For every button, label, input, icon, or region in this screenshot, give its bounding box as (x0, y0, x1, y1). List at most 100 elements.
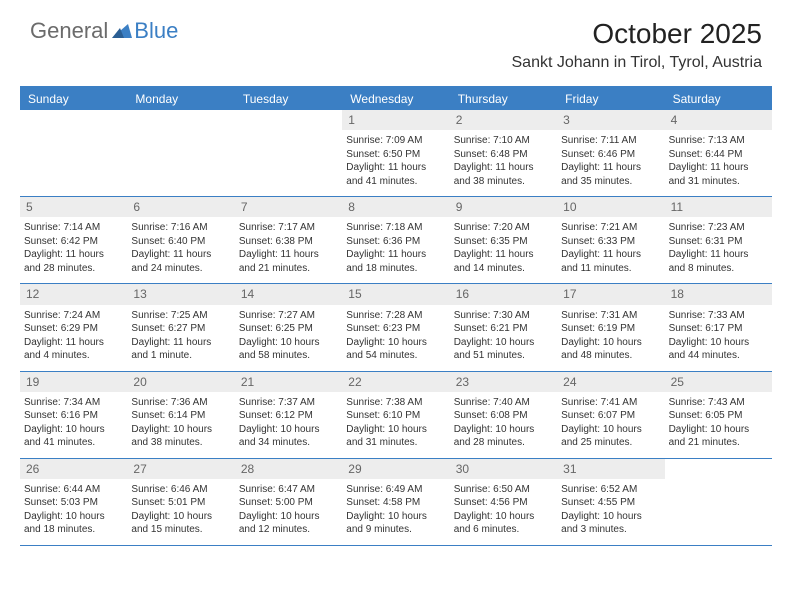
day-number: 24 (557, 372, 664, 392)
sunrise-text: Sunrise: 7:24 AM (24, 309, 123, 323)
logo: General Blue (30, 18, 178, 44)
day-cell: 11Sunrise: 7:23 AMSunset: 6:31 PMDayligh… (665, 197, 772, 283)
daylight-text: Daylight: 10 hours (454, 423, 553, 437)
day-number: 19 (20, 372, 127, 392)
day-cell: 1Sunrise: 7:09 AMSunset: 6:50 PMDaylight… (342, 110, 449, 196)
sunset-text: Sunset: 6:05 PM (669, 409, 768, 423)
day-cell: 21Sunrise: 7:37 AMSunset: 6:12 PMDayligh… (235, 372, 342, 458)
daylight-text: Daylight: 11 hours (131, 336, 230, 350)
daylight-text: Daylight: 10 hours (131, 510, 230, 524)
sunrise-text: Sunrise: 7:21 AM (561, 221, 660, 235)
day-number: 10 (557, 197, 664, 217)
sunset-text: Sunset: 6:42 PM (24, 235, 123, 249)
sunset-text: Sunset: 4:58 PM (346, 496, 445, 510)
sunrise-text: Sunrise: 7:10 AM (454, 134, 553, 148)
day-number: 25 (665, 372, 772, 392)
dow-cell: Friday (557, 88, 664, 110)
day-cell: 19Sunrise: 7:34 AMSunset: 6:16 PMDayligh… (20, 372, 127, 458)
day-number: 17 (557, 284, 664, 304)
daylight-text: Daylight: 10 hours (346, 423, 445, 437)
daylight-text: Daylight: 11 hours (346, 248, 445, 262)
daylight-text: Daylight: 11 hours (24, 248, 123, 262)
sunset-text: Sunset: 6:38 PM (239, 235, 338, 249)
day-number: 22 (342, 372, 449, 392)
day-cell: 28Sunrise: 6:47 AMSunset: 5:00 PMDayligh… (235, 459, 342, 545)
calendar: SundayMondayTuesdayWednesdayThursdayFrid… (20, 86, 772, 546)
sunset-text: Sunset: 5:01 PM (131, 496, 230, 510)
sunrise-text: Sunrise: 6:49 AM (346, 483, 445, 497)
daylight-text: Daylight: 10 hours (346, 510, 445, 524)
sunset-text: Sunset: 5:03 PM (24, 496, 123, 510)
day-cell: 29Sunrise: 6:49 AMSunset: 4:58 PMDayligh… (342, 459, 449, 545)
day-number: 27 (127, 459, 234, 479)
day-number: 14 (235, 284, 342, 304)
logo-text-general: General (30, 18, 108, 44)
daylight-text: Daylight: 11 hours (454, 248, 553, 262)
daylight-text: and 48 minutes. (561, 349, 660, 363)
sunrise-text: Sunrise: 7:27 AM (239, 309, 338, 323)
daylight-text: Daylight: 11 hours (346, 161, 445, 175)
sunset-text: Sunset: 6:21 PM (454, 322, 553, 336)
sunset-text: Sunset: 4:55 PM (561, 496, 660, 510)
daylight-text: and 38 minutes. (454, 175, 553, 189)
sunset-text: Sunset: 6:10 PM (346, 409, 445, 423)
sunset-text: Sunset: 6:40 PM (131, 235, 230, 249)
day-number: 12 (20, 284, 127, 304)
sunset-text: Sunset: 5:00 PM (239, 496, 338, 510)
title-block: October 2025 Sankt Johann in Tirol, Tyro… (512, 18, 763, 72)
sunrise-text: Sunrise: 6:52 AM (561, 483, 660, 497)
sunrise-text: Sunrise: 7:25 AM (131, 309, 230, 323)
week-row: 1Sunrise: 7:09 AMSunset: 6:50 PMDaylight… (20, 110, 772, 197)
daylight-text: and 12 minutes. (239, 523, 338, 537)
daylight-text: and 44 minutes. (669, 349, 768, 363)
sunset-text: Sunset: 6:25 PM (239, 322, 338, 336)
daylight-text: and 6 minutes. (454, 523, 553, 537)
sunrise-text: Sunrise: 7:09 AM (346, 134, 445, 148)
day-number: 31 (557, 459, 664, 479)
daylight-text: and 31 minutes. (669, 175, 768, 189)
dow-cell: Sunday (20, 88, 127, 110)
daylight-text: and 8 minutes. (669, 262, 768, 276)
sunrise-text: Sunrise: 7:20 AM (454, 221, 553, 235)
sunrise-text: Sunrise: 7:14 AM (24, 221, 123, 235)
daylight-text: Daylight: 11 hours (454, 161, 553, 175)
day-number: 5 (20, 197, 127, 217)
sunrise-text: Sunrise: 7:28 AM (346, 309, 445, 323)
day-number: 6 (127, 197, 234, 217)
sunset-text: Sunset: 4:56 PM (454, 496, 553, 510)
daylight-text: Daylight: 10 hours (561, 423, 660, 437)
daylight-text: and 51 minutes. (454, 349, 553, 363)
sunrise-text: Sunrise: 7:34 AM (24, 396, 123, 410)
day-number: 11 (665, 197, 772, 217)
day-cell: 16Sunrise: 7:30 AMSunset: 6:21 PMDayligh… (450, 284, 557, 370)
daylight-text: Daylight: 10 hours (454, 510, 553, 524)
day-number: 21 (235, 372, 342, 392)
day-cell: 13 Sunrise: 7:25 AMSunset: 6:27 PMDayligh… (127, 284, 234, 370)
daylight-text: Daylight: 10 hours (669, 336, 768, 350)
daylight-text: and 11 minutes. (561, 262, 660, 276)
day-cell: 26Sunrise: 6:44 AMSunset: 5:03 PMDayligh… (20, 459, 127, 545)
dow-cell: Saturday (665, 88, 772, 110)
empty-cell (127, 110, 234, 196)
daylight-text: and 9 minutes. (346, 523, 445, 537)
day-number: 4 (665, 110, 772, 130)
daylight-text: and 24 minutes. (131, 262, 230, 276)
day-cell: 24Sunrise: 7:41 AMSunset: 6:07 PMDayligh… (557, 372, 664, 458)
day-cell: 4Sunrise: 7:13 AMSunset: 6:44 PMDaylight… (665, 110, 772, 196)
day-number: 28 (235, 459, 342, 479)
sunset-text: Sunset: 6:07 PM (561, 409, 660, 423)
day-cell: 15Sunrise: 7:28 AMSunset: 6:23 PMDayligh… (342, 284, 449, 370)
day-number: 13 (127, 284, 234, 304)
daylight-text: and 18 minutes. (346, 262, 445, 276)
header: General Blue October 2025 Sankt Johann i… (0, 0, 792, 78)
day-number: 9 (450, 197, 557, 217)
sunset-text: Sunset: 6:31 PM (669, 235, 768, 249)
daylight-text: Daylight: 10 hours (561, 336, 660, 350)
daylight-text: Daylight: 10 hours (131, 423, 230, 437)
sunset-text: Sunset: 6:27 PM (131, 322, 230, 336)
daylight-text: Daylight: 10 hours (239, 423, 338, 437)
daylight-text: and 54 minutes. (346, 349, 445, 363)
day-number: 18 (665, 284, 772, 304)
daylight-text: Daylight: 11 hours (669, 161, 768, 175)
sunset-text: Sunset: 6:33 PM (561, 235, 660, 249)
